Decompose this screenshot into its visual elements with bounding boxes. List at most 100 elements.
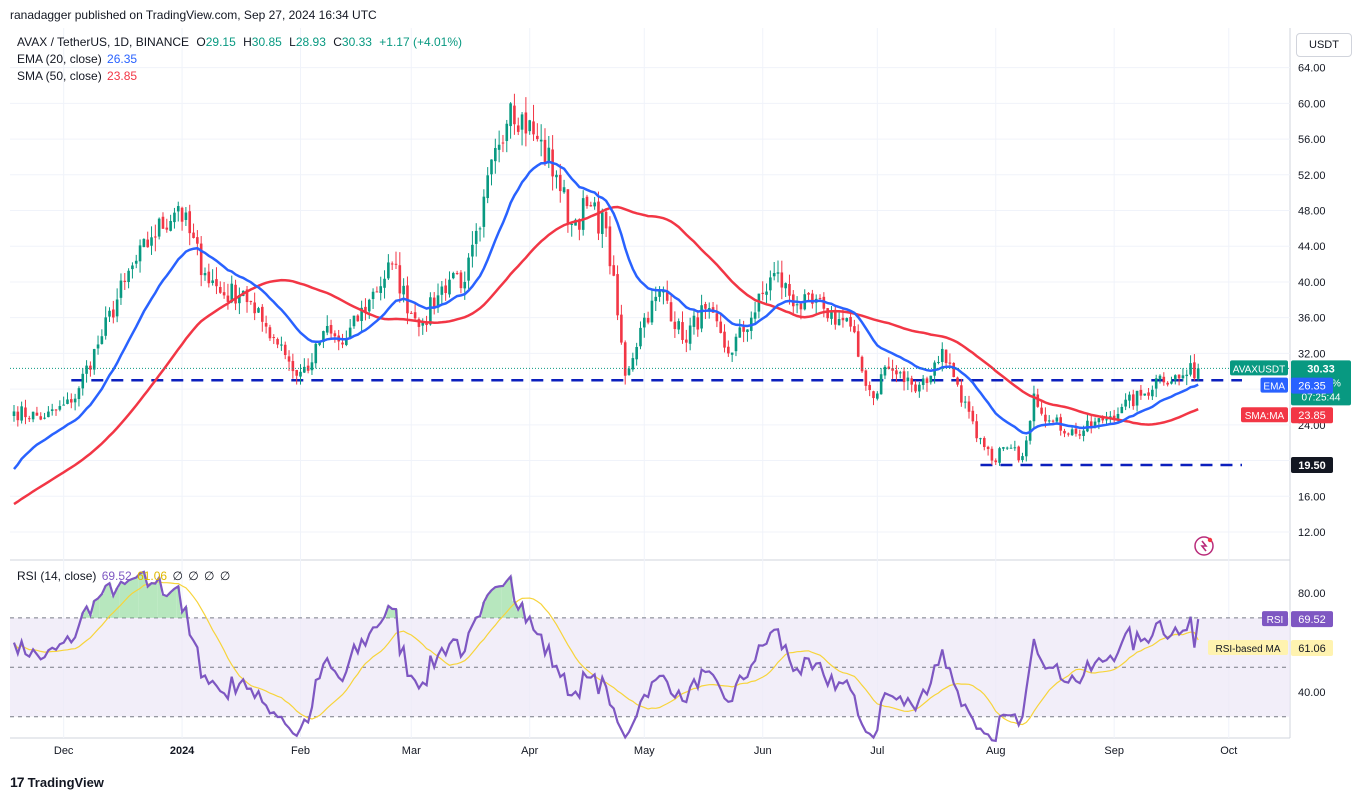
level-tag-bg [1291, 457, 1333, 474]
candle-body [306, 365, 310, 371]
candle-body [971, 410, 975, 422]
candle-body [578, 219, 581, 230]
candle-body [700, 305, 703, 329]
candle-body [604, 211, 608, 229]
candle-body [471, 244, 474, 257]
candle-body [134, 260, 138, 264]
candle-body [375, 291, 379, 293]
ema-tag-value: 26.35 [1298, 381, 1326, 393]
candle-body [58, 406, 62, 410]
rsi-ma-tag-label: RSI-based MA [1215, 644, 1280, 655]
candle-body [1170, 381, 1173, 384]
level-tag-label: 19.50 [1298, 460, 1326, 472]
sma-legend-label: SMA (50, close) [17, 69, 102, 83]
ema-legend-value: 26.35 [107, 52, 138, 66]
candle-body [1181, 375, 1185, 379]
candle-body [937, 361, 940, 363]
candle-body [1124, 399, 1127, 407]
candle-body [1173, 375, 1177, 381]
ema-tag-value-bg [1291, 377, 1333, 394]
candle-body [643, 317, 646, 328]
candle-body [261, 306, 264, 322]
ema-legend-label: EMA (20, close) [17, 52, 102, 66]
rsi-tag-value: 69.52 [1298, 614, 1326, 626]
candle-body [1185, 374, 1189, 377]
price-tick-label: 64.00 [1298, 63, 1326, 75]
candle-body [1002, 447, 1005, 449]
candle-body [860, 356, 864, 372]
rsi-tick-label: 40.00 [1298, 687, 1326, 699]
candle-body [66, 399, 69, 404]
price-pane[interactable] [10, 93, 1290, 506]
candle-body [887, 366, 891, 369]
sma-tag-value: 23.85 [1298, 410, 1326, 422]
footer-brand[interactable]: 17 TradingView [10, 774, 104, 790]
time-tick-label: 2024 [170, 745, 195, 757]
ema-legend[interactable]: EMA (20, close) 26.35 [17, 52, 137, 66]
candle-body [35, 412, 39, 416]
candle-body [520, 114, 524, 130]
change-value: +1.17 (+4.01%) [379, 35, 463, 49]
candle-body [413, 312, 417, 319]
time-tick-label: Jun [754, 745, 772, 757]
candle-body [1017, 446, 1020, 461]
ema-20-line [13, 160, 1199, 470]
candle-body [257, 308, 260, 313]
candle-body [658, 291, 661, 297]
candle-body [883, 366, 887, 376]
currency-button[interactable]: USDT [1296, 33, 1352, 57]
candle-body [600, 212, 604, 234]
sma-legend[interactable]: SMA (50, close) 23.85 [17, 69, 137, 83]
rsi-line [12, 570, 1200, 743]
candle-body [784, 283, 787, 289]
candle-body [322, 331, 325, 342]
candle-body [570, 223, 574, 225]
candle-body [287, 356, 291, 362]
open-value: 29.15 [205, 35, 236, 49]
candle-body [898, 372, 902, 374]
candle-body [979, 438, 982, 440]
candle-body [238, 295, 241, 304]
candle-body [597, 201, 600, 234]
fire-icon[interactable] [1194, 536, 1214, 556]
candle-body [998, 448, 1001, 463]
candle-body [891, 368, 894, 371]
candle-body [218, 287, 222, 293]
rsi-extra-1: ∅ [172, 569, 183, 583]
rsi-legend-label: RSI (14, close) [17, 569, 97, 583]
candle-body [967, 401, 971, 412]
time-tick-label: Oct [1220, 745, 1237, 757]
candle-body [562, 187, 566, 193]
candle-body [1047, 420, 1051, 422]
candle-body [27, 418, 31, 420]
candle-body [314, 343, 318, 364]
candle-body [154, 236, 157, 238]
candle-body [348, 327, 352, 338]
candle-body [853, 326, 856, 333]
symbol-title[interactable]: AVAX / TetherUS, 1D, BINANCE [17, 35, 190, 49]
candle-body [345, 337, 348, 345]
candle-body [230, 283, 234, 303]
candle-body [268, 327, 272, 339]
candle-body [807, 292, 810, 295]
low-value: 28.93 [295, 35, 326, 49]
candle-body [772, 273, 776, 277]
rsi-pane[interactable] [10, 570, 1290, 743]
candle-body [291, 361, 295, 372]
candle-body [325, 325, 329, 333]
open-label: O [196, 35, 206, 49]
symbol-legend[interactable]: AVAX / TetherUS, 1D, BINANCE O29.15 H30.… [17, 35, 462, 49]
candle-body [1036, 394, 1040, 407]
candle-body [707, 308, 711, 311]
candle-body [207, 271, 211, 284]
candle-body [394, 263, 398, 265]
candle-body [387, 262, 390, 279]
candle-body [856, 331, 860, 357]
candle-body [975, 421, 978, 439]
candle-body [589, 205, 593, 207]
candle-body [455, 273, 459, 275]
candle-body [536, 135, 539, 140]
rsi-legend[interactable]: RSI (14, close) 69.52 61.06 ∅ ∅ ∅ ∅ [17, 569, 230, 583]
candle-body [108, 310, 111, 317]
